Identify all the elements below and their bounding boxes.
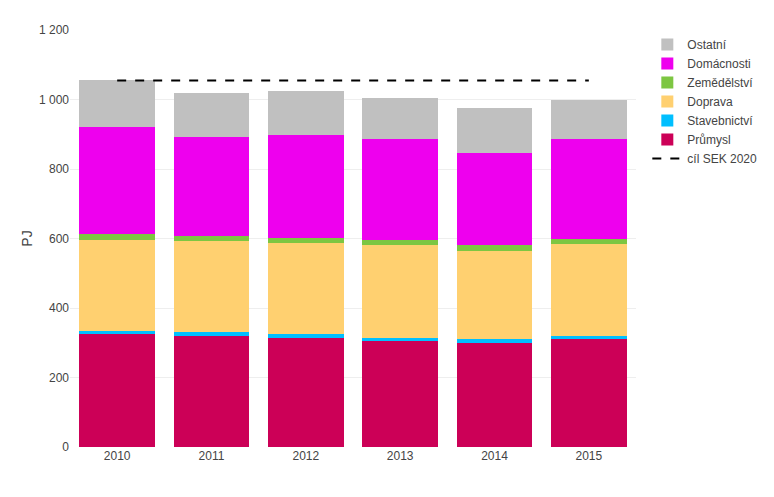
svg-text:Ostatní: Ostatní	[687, 38, 726, 52]
svg-text:2011: 2011	[199, 449, 225, 463]
svg-text:800: 800	[49, 162, 69, 176]
svg-text:2015: 2015	[575, 449, 602, 463]
svg-text:Průmysl: Průmysl	[687, 133, 730, 147]
svg-text:400: 400	[49, 301, 69, 315]
svg-text:600: 600	[49, 232, 69, 246]
svg-text:2013: 2013	[387, 449, 414, 463]
svg-text:Domácnosti: Domácnosti	[687, 57, 750, 71]
svg-text:2010: 2010	[104, 449, 131, 463]
svg-text:Zemědělství: Zemědělství	[687, 76, 753, 90]
svg-text:Stavebnictví: Stavebnictví	[687, 114, 753, 128]
svg-text:2012: 2012	[292, 449, 319, 463]
svg-text:2014: 2014	[481, 449, 508, 463]
svg-text:1 200: 1 200	[39, 23, 69, 37]
svg-text:cíl SEK 2020: cíl SEK 2020	[687, 152, 757, 166]
svg-text:1 000: 1 000	[39, 93, 69, 107]
svg-text:Doprava: Doprava	[687, 95, 733, 109]
svg-text:200: 200	[49, 371, 69, 385]
svg-text:0: 0	[62, 440, 69, 454]
svg-text:PJ: PJ	[19, 230, 35, 246]
